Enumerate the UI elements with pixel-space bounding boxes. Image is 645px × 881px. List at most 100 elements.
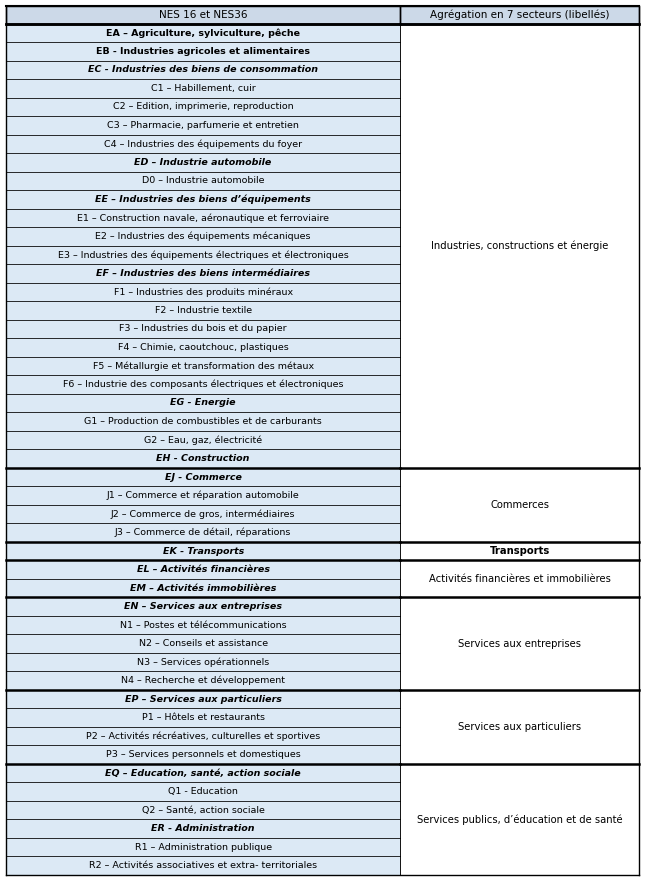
Bar — [6, 135, 401, 153]
Bar — [6, 172, 401, 190]
Text: F1 – Industries des produits minéraux: F1 – Industries des produits minéraux — [114, 287, 293, 297]
Text: G2 – Eau, gaz, électricité: G2 – Eau, gaz, électricité — [144, 435, 263, 445]
Bar — [6, 301, 401, 320]
Text: Q1 - Education: Q1 - Education — [168, 788, 238, 796]
Text: Services publics, d’éducation et de santé: Services publics, d’éducation et de sant… — [417, 814, 622, 825]
Bar — [401, 24, 639, 468]
Text: C4 – Industries des équipements du foyer: C4 – Industries des équipements du foyer — [104, 139, 303, 149]
Bar — [6, 597, 401, 616]
Text: Activités financières et immobilières: Activités financières et immobilières — [429, 574, 611, 584]
Text: EC - Industries des biens de consommation: EC - Industries des biens de consommatio… — [88, 65, 318, 74]
Bar — [6, 486, 401, 505]
Text: P2 – Activités récréatives, culturelles et sportives: P2 – Activités récréatives, culturelles … — [86, 731, 321, 741]
Bar — [6, 560, 401, 579]
Text: EE – Industries des biens d’équipements: EE – Industries des biens d’équipements — [95, 195, 311, 204]
Bar — [6, 782, 401, 801]
Bar — [6, 153, 401, 172]
Text: N4 – Recherche et développement: N4 – Recherche et développement — [121, 676, 285, 685]
Text: P3 – Services personnels et domestiques: P3 – Services personnels et domestiques — [106, 751, 301, 759]
Text: Services aux entreprises: Services aux entreprises — [458, 639, 581, 648]
Text: Services aux particuliers: Services aux particuliers — [458, 722, 581, 732]
Text: F6 – Industrie des composants électriques et électroniques: F6 – Industrie des composants électrique… — [63, 380, 343, 389]
Text: F4 – Chimie, caoutchouc, plastiques: F4 – Chimie, caoutchouc, plastiques — [118, 343, 288, 352]
Bar — [6, 24, 401, 42]
Bar — [6, 690, 401, 708]
Text: ED – Industrie automobile: ED – Industrie automobile — [135, 158, 272, 167]
Bar — [6, 431, 401, 449]
Bar — [6, 357, 401, 375]
Bar — [6, 819, 401, 838]
Bar — [6, 671, 401, 690]
Bar — [6, 375, 401, 394]
Bar — [6, 283, 401, 301]
Text: F3 – Industries du bois et du papier: F3 – Industries du bois et du papier — [119, 324, 287, 333]
Bar — [401, 6, 639, 24]
Text: J1 – Commerce et réparation automobile: J1 – Commerce et réparation automobile — [107, 491, 299, 500]
Text: Q2 – Santé, action sociale: Q2 – Santé, action sociale — [142, 806, 264, 815]
Bar — [6, 727, 401, 745]
Text: E2 – Industries des équipements mécaniques: E2 – Industries des équipements mécaniqu… — [95, 232, 311, 241]
Bar — [401, 542, 639, 560]
Text: E1 – Construction navale, aéronautique et ferroviaire: E1 – Construction navale, aéronautique e… — [77, 213, 329, 223]
Bar — [6, 634, 401, 653]
Text: J3 – Commerce de détail, réparations: J3 – Commerce de détail, réparations — [115, 528, 292, 537]
Bar — [6, 838, 401, 856]
Text: R1 – Administration publique: R1 – Administration publique — [135, 843, 272, 852]
Text: EQ – Education, santé, action sociale: EQ – Education, santé, action sociale — [105, 769, 301, 778]
Bar — [401, 468, 639, 542]
Bar — [6, 190, 401, 209]
Bar — [6, 653, 401, 671]
Text: EF – Industries des biens intermédiaires: EF – Industries des biens intermédiaires — [96, 269, 310, 278]
Bar — [6, 209, 401, 227]
Text: F2 – Industrie textile: F2 – Industrie textile — [155, 306, 252, 315]
Bar — [6, 79, 401, 98]
Bar — [6, 227, 401, 246]
Text: F5 – Métallurgie et transformation des métaux: F5 – Métallurgie et transformation des m… — [93, 361, 313, 371]
Text: Agrégation en 7 secteurs (libellés): Agrégation en 7 secteurs (libellés) — [430, 10, 610, 20]
Bar — [6, 42, 401, 61]
Bar — [401, 690, 639, 764]
Bar — [6, 98, 401, 116]
Text: R2 – Activités associatives et extra- territoriales: R2 – Activités associatives et extra- te… — [89, 862, 317, 870]
Text: G1 – Production de combustibles et de carburants: G1 – Production de combustibles et de ca… — [84, 417, 322, 426]
Text: J2 – Commerce de gros, intermédiaires: J2 – Commerce de gros, intermédiaires — [111, 509, 295, 519]
Text: EH - Construction: EH - Construction — [157, 454, 250, 463]
Bar — [6, 468, 401, 486]
Text: Transports: Transports — [490, 546, 550, 556]
Bar — [401, 764, 639, 875]
Text: C3 – Pharmacie, parfumerie et entretien: C3 – Pharmacie, parfumerie et entretien — [107, 121, 299, 130]
Text: N1 – Postes et télécommunications: N1 – Postes et télécommunications — [120, 620, 286, 630]
Text: N2 – Conseils et assistance: N2 – Conseils et assistance — [139, 639, 268, 648]
Text: NES 16 et NES36: NES 16 et NES36 — [159, 10, 248, 19]
Bar — [6, 542, 401, 560]
Text: EK - Transports: EK - Transports — [163, 546, 244, 556]
Text: D0 – Industrie automobile: D0 – Industrie automobile — [142, 176, 264, 185]
Text: C2 – Edition, imprimerie, reproduction: C2 – Edition, imprimerie, reproduction — [113, 102, 293, 111]
Text: EN – Services aux entreprises: EN – Services aux entreprises — [124, 602, 282, 611]
Bar — [6, 246, 401, 264]
Text: EL – Activités financières: EL – Activités financières — [137, 565, 270, 574]
Text: EM – Activités immobilières: EM – Activités immobilières — [130, 583, 276, 593]
Text: ER - Administration: ER - Administration — [152, 825, 255, 833]
Text: EG - Energie: EG - Energie — [170, 398, 236, 408]
Bar — [6, 801, 401, 819]
Text: P1 – Hôtels et restaurants: P1 – Hôtels et restaurants — [142, 713, 264, 722]
Bar — [6, 745, 401, 764]
Bar — [6, 505, 401, 523]
Text: EA – Agriculture, sylviculture, pêche: EA – Agriculture, sylviculture, pêche — [106, 28, 300, 38]
Bar — [6, 764, 401, 782]
Bar — [6, 338, 401, 357]
Bar — [6, 708, 401, 727]
Bar — [6, 320, 401, 338]
Text: Commerces: Commerces — [490, 500, 549, 510]
Text: Industries, constructions et énergie: Industries, constructions et énergie — [431, 241, 608, 251]
Bar — [6, 616, 401, 634]
Bar — [6, 6, 401, 24]
Bar — [401, 560, 639, 597]
Bar — [6, 412, 401, 431]
Bar — [6, 116, 401, 135]
Text: EJ - Commerce: EJ - Commerce — [164, 472, 242, 482]
Bar — [6, 61, 401, 79]
Bar — [6, 449, 401, 468]
Text: EB - Industries agricoles et alimentaires: EB - Industries agricoles et alimentaire… — [96, 47, 310, 56]
